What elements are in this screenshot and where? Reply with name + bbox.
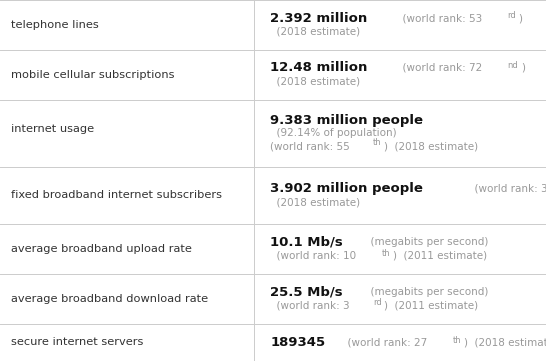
Text: 25.5 Mb/s: 25.5 Mb/s xyxy=(270,286,343,299)
Text: 3.902 million people: 3.902 million people xyxy=(270,182,423,195)
Text: (megabits per second): (megabits per second) xyxy=(364,237,489,247)
Text: 12.48 million: 12.48 million xyxy=(270,61,367,74)
Text: (world rank: 10: (world rank: 10 xyxy=(270,251,357,261)
Text: )  (2011 estimate): ) (2011 estimate) xyxy=(384,301,478,310)
Text: (world rank: 72: (world rank: 72 xyxy=(396,63,482,73)
Text: telephone lines: telephone lines xyxy=(11,20,99,30)
Text: ): ) xyxy=(521,63,525,73)
Text: (2018 estimate): (2018 estimate) xyxy=(270,197,360,207)
Text: (world rank: 55: (world rank: 55 xyxy=(270,141,350,151)
Text: mobile cellular subscriptions: mobile cellular subscriptions xyxy=(11,70,174,80)
Text: (world rank: 3: (world rank: 3 xyxy=(270,301,350,310)
Text: average broadband download rate: average broadband download rate xyxy=(11,294,208,304)
Text: 189345: 189345 xyxy=(270,336,325,349)
Text: ): ) xyxy=(518,13,523,23)
Text: th: th xyxy=(382,249,390,258)
Text: rd: rd xyxy=(373,299,382,307)
Text: nd: nd xyxy=(507,61,518,70)
Text: )  (2018 estimate): ) (2018 estimate) xyxy=(464,337,546,347)
Text: (world rank: 27: (world rank: 27 xyxy=(341,337,428,347)
Text: internet usage: internet usage xyxy=(11,124,94,134)
Text: secure internet servers: secure internet servers xyxy=(11,337,143,347)
Text: th: th xyxy=(453,336,461,345)
Text: (megabits per second): (megabits per second) xyxy=(364,287,488,297)
Text: average broadband upload rate: average broadband upload rate xyxy=(11,244,192,254)
Text: 9.383 million people: 9.383 million people xyxy=(270,114,423,127)
Text: (2018 estimate): (2018 estimate) xyxy=(270,27,360,37)
Text: (world rank: 35: (world rank: 35 xyxy=(467,184,546,193)
Text: )  (2018 estimate): ) (2018 estimate) xyxy=(384,141,478,151)
Text: fixed broadband internet subscribers: fixed broadband internet subscribers xyxy=(11,191,222,200)
Text: th: th xyxy=(373,138,382,147)
Text: 10.1 Mb/s: 10.1 Mb/s xyxy=(270,236,343,249)
Text: (92.14% of population): (92.14% of population) xyxy=(270,128,397,138)
Text: (world rank: 53: (world rank: 53 xyxy=(396,13,482,23)
Text: rd: rd xyxy=(507,11,516,20)
Text: 2.392 million: 2.392 million xyxy=(270,12,367,25)
Text: (2018 estimate): (2018 estimate) xyxy=(270,77,360,87)
Text: )  (2011 estimate): ) (2011 estimate) xyxy=(393,251,486,261)
